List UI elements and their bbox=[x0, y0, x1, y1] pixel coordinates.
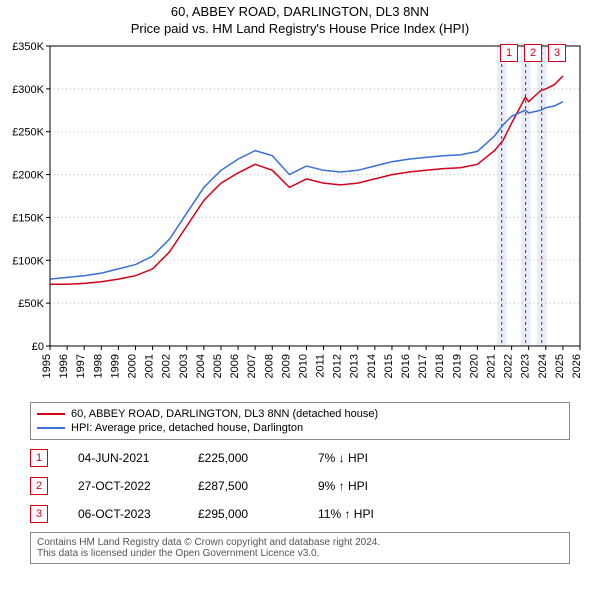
svg-text:1999: 1999 bbox=[109, 354, 121, 378]
events-table: 1 04-JUN-2021£225,0007% ↓ HPI 2 27-OCT-2022… bbox=[30, 444, 570, 528]
chart-svg: £0 £50K £100K £150K £200K £250K £300K £350K 1995… bbox=[0, 36, 600, 396]
legend-swatch bbox=[37, 427, 65, 429]
svg-text:£200K: £200K bbox=[12, 170, 44, 182]
series-legend: 60, ABBEY ROAD, DARLINGTON, DL3 8NN (det… bbox=[30, 402, 570, 440]
svg-text:2014: 2014 bbox=[366, 354, 378, 378]
svg-text:£250K: £250K bbox=[12, 127, 44, 139]
event-marker: 2 bbox=[30, 477, 48, 495]
event-date: 04-JUN-2021 bbox=[78, 451, 198, 465]
svg-text:2012: 2012 bbox=[332, 354, 344, 378]
svg-text:2005: 2005 bbox=[212, 354, 224, 378]
svg-text:2024: 2024 bbox=[537, 354, 549, 378]
title-address: 60, ABBEY ROAD, DARLINGTON, DL3 8NN bbox=[0, 4, 600, 19]
title-subtitle: Price paid vs. HM Land Registry's House … bbox=[0, 21, 600, 36]
svg-text:2016: 2016 bbox=[400, 354, 412, 378]
svg-text:2006: 2006 bbox=[229, 354, 241, 378]
event-pct: 9% ↑ HPI bbox=[318, 479, 368, 493]
svg-text:2008: 2008 bbox=[263, 354, 275, 378]
svg-text:2002: 2002 bbox=[161, 354, 173, 378]
event-marker-1: 1 bbox=[500, 44, 518, 62]
event-marker-3: 3 bbox=[548, 44, 566, 62]
legend-item: HPI: Average price, detached house, Darl… bbox=[37, 421, 563, 435]
event-row: 3 06-OCT-2023£295,00011% ↑ HPI bbox=[30, 500, 570, 528]
svg-text:2021: 2021 bbox=[486, 354, 498, 378]
svg-text:2023: 2023 bbox=[520, 354, 532, 378]
svg-text:2020: 2020 bbox=[468, 354, 480, 378]
svg-text:2015: 2015 bbox=[383, 354, 395, 378]
price-chart: £0 £50K £100K £150K £200K £250K £300K £350K 1995… bbox=[0, 36, 600, 396]
svg-text:£350K: £350K bbox=[12, 41, 44, 53]
svg-text:£150K: £150K bbox=[12, 212, 44, 224]
svg-text:2026: 2026 bbox=[571, 354, 583, 378]
legend-item: 60, ABBEY ROAD, DARLINGTON, DL3 8NN (det… bbox=[37, 407, 563, 421]
event-date: 27-OCT-2022 bbox=[78, 479, 198, 493]
svg-text:2019: 2019 bbox=[451, 354, 463, 378]
svg-text:2004: 2004 bbox=[195, 354, 207, 378]
svg-text:2011: 2011 bbox=[315, 354, 327, 378]
svg-text:2009: 2009 bbox=[280, 354, 292, 378]
footnote: Contains HM Land Registry data © Crown c… bbox=[30, 532, 570, 564]
svg-text:2007: 2007 bbox=[246, 354, 258, 378]
svg-text:1998: 1998 bbox=[92, 354, 104, 378]
event-row: 1 04-JUN-2021£225,0007% ↓ HPI bbox=[30, 444, 570, 472]
svg-text:2010: 2010 bbox=[297, 354, 309, 378]
event-price: £295,000 bbox=[198, 507, 318, 521]
event-marker-2: 2 bbox=[524, 44, 542, 62]
svg-text:£300K: £300K bbox=[12, 84, 44, 96]
svg-text:1997: 1997 bbox=[75, 354, 87, 378]
footnote-line-1: Contains HM Land Registry data © Crown c… bbox=[37, 537, 563, 548]
event-pct: 11% ↑ HPI bbox=[318, 507, 374, 521]
legend-swatch bbox=[37, 413, 65, 415]
svg-text:2001: 2001 bbox=[144, 354, 156, 378]
svg-text:2000: 2000 bbox=[126, 354, 138, 378]
svg-text:2013: 2013 bbox=[349, 354, 361, 378]
event-date: 06-OCT-2023 bbox=[78, 507, 198, 521]
event-markers-legend: 123 bbox=[500, 44, 566, 62]
svg-text:£100K: £100K bbox=[12, 255, 44, 267]
event-price: £225,000 bbox=[198, 451, 318, 465]
footnote-line-2: This data is licensed under the Open Gov… bbox=[37, 548, 563, 559]
svg-text:1996: 1996 bbox=[58, 354, 70, 378]
svg-text:2025: 2025 bbox=[554, 354, 566, 378]
event-marker: 1 bbox=[30, 449, 48, 467]
svg-text:1995: 1995 bbox=[41, 354, 53, 378]
legend-label: HPI: Average price, detached house, Darl… bbox=[71, 422, 303, 434]
event-price: £287,500 bbox=[198, 479, 318, 493]
legend-label: 60, ABBEY ROAD, DARLINGTON, DL3 8NN (det… bbox=[71, 408, 378, 420]
svg-text:2022: 2022 bbox=[503, 354, 515, 378]
svg-text:2018: 2018 bbox=[434, 354, 446, 378]
event-pct: 7% ↓ HPI bbox=[318, 451, 368, 465]
event-row: 2 27-OCT-2022£287,5009% ↑ HPI bbox=[30, 472, 570, 500]
svg-text:£50K: £50K bbox=[18, 298, 44, 310]
event-marker: 3 bbox=[30, 505, 48, 523]
svg-text:£0: £0 bbox=[32, 341, 44, 353]
svg-text:2003: 2003 bbox=[178, 354, 190, 378]
svg-text:2017: 2017 bbox=[417, 354, 429, 378]
